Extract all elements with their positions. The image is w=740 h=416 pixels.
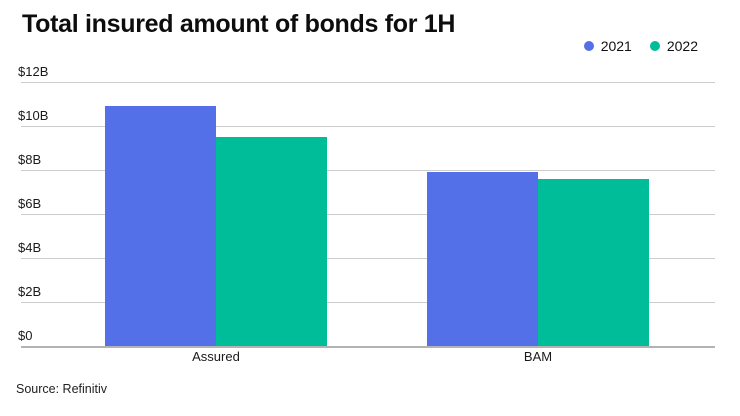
- gridline-6b: [21, 214, 715, 215]
- source-note: Source: Refinitiv: [16, 382, 108, 396]
- y-axis-tick-label: $6B: [18, 196, 42, 211]
- y-axis-tick-label: $10B: [18, 108, 49, 123]
- gridline-12b: [21, 82, 715, 83]
- gridline-0b: [21, 346, 715, 348]
- legend-item-2022: 2022: [649, 38, 698, 54]
- chart-title: Total insured amount of bonds for 1H: [22, 10, 456, 38]
- x-axis-category-label-assured: Assured: [192, 349, 240, 364]
- legend-label: 2022: [666, 38, 698, 54]
- bar-assured-2021: [105, 106, 216, 346]
- legend-dot-icon: [583, 41, 594, 51]
- y-axis-tick-label: $0: [18, 328, 33, 343]
- y-axis-tick-label: $8B: [18, 152, 42, 167]
- gridline-4b: [21, 258, 715, 259]
- legend-label: 2021: [600, 38, 632, 54]
- y-axis-tick-label: $4B: [18, 240, 42, 255]
- bar-bam-2022: [538, 178, 649, 346]
- y-axis-tick-label: $12B: [18, 64, 49, 79]
- bar-assured-2022: [216, 137, 327, 346]
- gridline-8b: [21, 170, 715, 171]
- gridline-10b: [21, 126, 715, 127]
- legend-dot-icon: [649, 41, 660, 51]
- y-axis-tick-label: $2B: [18, 284, 42, 299]
- x-axis-category-label-bam: BAM: [523, 349, 553, 364]
- gridline-2b: [21, 302, 715, 303]
- chart-legend: 2021 2022: [583, 38, 698, 54]
- bar-bam-2021: [427, 172, 538, 346]
- legend-item-2021: 2021: [583, 38, 632, 54]
